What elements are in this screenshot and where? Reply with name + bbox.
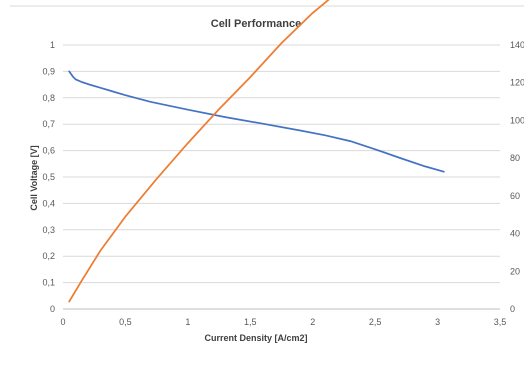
x-tick-label: 1 (185, 317, 190, 327)
y-tick-label: 0,2 (42, 251, 55, 261)
x-axis-title: Current Density [A/cm2] (204, 333, 307, 343)
x-tick-label: 3 (435, 317, 440, 327)
gridlines (63, 44, 500, 310)
cell-voltage-line (68, 70, 445, 173)
x-tick-label: 3,5 (494, 317, 507, 327)
y-tick-label: 0 (50, 304, 55, 314)
y-tick-label: 0,4 (42, 198, 55, 208)
y2-tick-label: 80 (510, 153, 520, 163)
x-axis-ticks: 0 0,5 1 1,5 2 2,5 3 3,5 (60, 317, 506, 327)
x-tick-label: 0,5 (119, 317, 132, 327)
y-tick-label: 0,6 (42, 146, 55, 156)
y2-tick-label: 140 (510, 40, 524, 50)
y-tick-label: 0,9 (42, 66, 55, 76)
y2-tick-label: 60 (510, 191, 520, 201)
y-tick-label: 0,1 (42, 278, 55, 288)
y-tick-label: 1 (50, 40, 55, 50)
y-tick-label: 0,5 (42, 172, 55, 182)
y-axis-title: Cell Voltage [V] (29, 145, 39, 210)
x-tick-label: 1,5 (244, 317, 257, 327)
x-tick-label: 2,5 (369, 317, 382, 327)
y2-tick-label: 100 (510, 115, 524, 125)
y-tick-label: 0,8 (42, 93, 55, 103)
y-tick-label: 0,3 (42, 225, 55, 235)
secondary-series-line (68, 0, 330, 303)
series-lines (68, 0, 445, 303)
x-tick-label: 0 (60, 317, 65, 327)
y2-tick-label: 40 (510, 229, 520, 239)
y2-tick-label: 0 (510, 304, 515, 314)
y-axis-ticks: 0 0,1 0,2 0,3 0,4 0,5 0,6 0,7 0,8 0,9 1 (42, 40, 55, 314)
y2-tick-label: 120 (510, 78, 524, 88)
chart-title: Cell Performance (211, 18, 301, 30)
y2-tick-label: 20 (510, 266, 520, 276)
y2-axis-ticks: 0 20 40 60 80 100 120 140 (510, 40, 524, 314)
x-tick-label: 2 (310, 317, 315, 327)
y-tick-label: 0,7 (42, 119, 55, 129)
